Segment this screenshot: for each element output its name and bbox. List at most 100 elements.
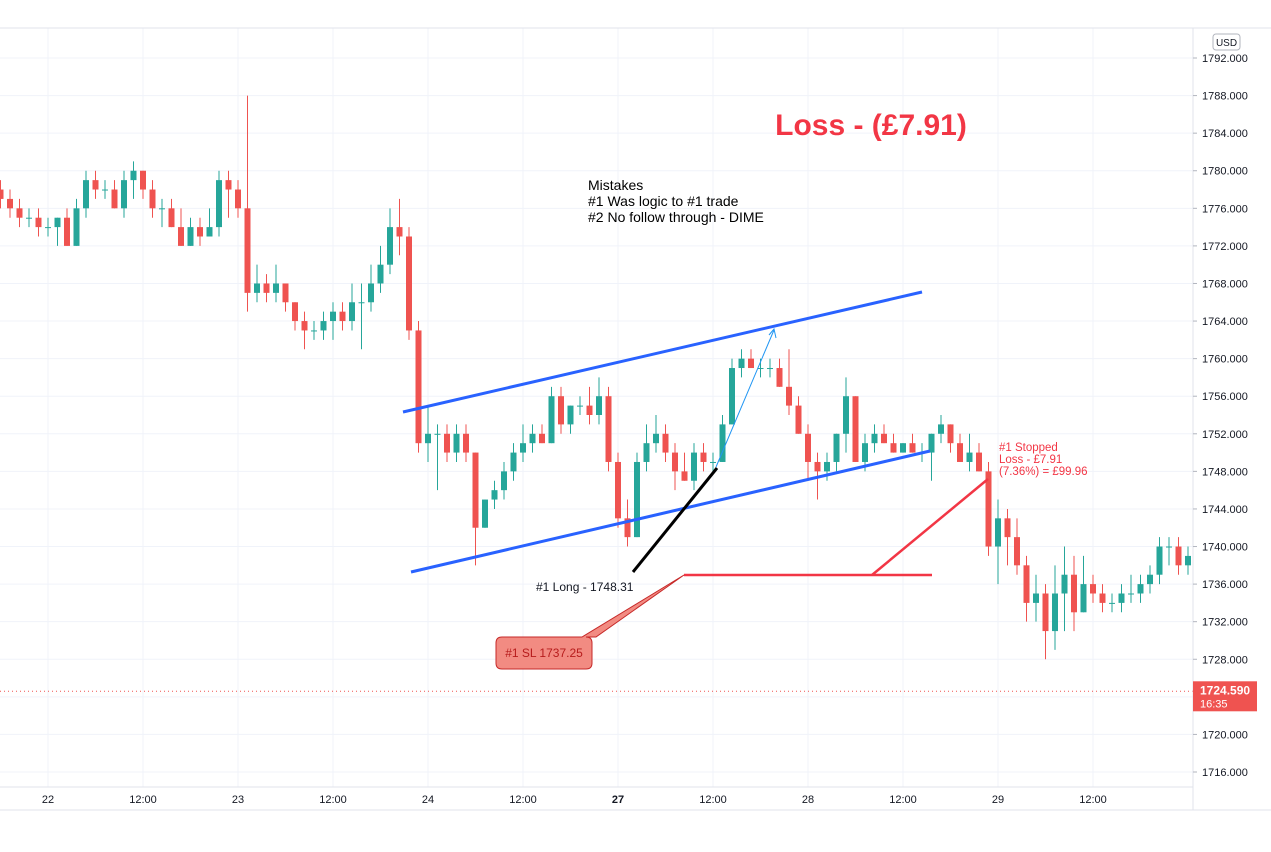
candle bbox=[938, 424, 944, 433]
candle bbox=[254, 283, 260, 292]
price-tick-label: 1744.000 bbox=[1202, 504, 1248, 516]
candle bbox=[634, 462, 640, 537]
candle bbox=[957, 443, 963, 462]
candle bbox=[777, 368, 783, 387]
candle bbox=[615, 462, 621, 518]
candle bbox=[36, 218, 42, 227]
candle bbox=[330, 312, 336, 321]
price-tick-label: 1780.000 bbox=[1202, 166, 1248, 178]
candle bbox=[1185, 556, 1191, 565]
candle bbox=[511, 453, 517, 472]
candle bbox=[0, 190, 4, 199]
candle bbox=[349, 302, 355, 321]
candle bbox=[549, 396, 555, 443]
candle bbox=[1128, 594, 1134, 595]
candle bbox=[425, 434, 431, 443]
mistakes-text-line: Mistakes bbox=[588, 177, 643, 193]
candle bbox=[83, 180, 89, 208]
candle bbox=[321, 321, 327, 330]
candle bbox=[492, 490, 498, 499]
candle bbox=[64, 218, 70, 246]
candle bbox=[359, 302, 365, 303]
candle bbox=[1052, 594, 1058, 632]
candle bbox=[302, 321, 308, 330]
candle bbox=[1157, 547, 1163, 575]
candle bbox=[112, 190, 118, 209]
time-tick-label: 12:00 bbox=[699, 794, 727, 806]
price-tick-label: 1772.000 bbox=[1202, 241, 1248, 253]
price-tick-label: 1736.000 bbox=[1202, 579, 1248, 591]
time-tick-label: 23 bbox=[232, 794, 244, 806]
candle bbox=[283, 283, 289, 302]
candle bbox=[767, 368, 773, 369]
time-tick-label: 12:00 bbox=[1079, 794, 1107, 806]
candle bbox=[1062, 575, 1068, 594]
candle bbox=[140, 171, 146, 190]
candle bbox=[188, 227, 194, 246]
candle bbox=[444, 434, 450, 453]
candle bbox=[273, 283, 279, 292]
candle bbox=[786, 387, 792, 406]
candle bbox=[235, 190, 241, 209]
time-tick-label: 29 bbox=[992, 794, 1004, 806]
candle bbox=[995, 518, 1001, 546]
time-tick-label: 28 bbox=[802, 794, 814, 806]
candle bbox=[397, 227, 403, 236]
candle bbox=[644, 443, 650, 462]
candle bbox=[986, 471, 992, 546]
candle bbox=[682, 471, 688, 480]
candle bbox=[416, 330, 422, 443]
candle bbox=[501, 471, 507, 490]
candle bbox=[653, 434, 659, 443]
candle bbox=[406, 237, 412, 331]
candle bbox=[900, 443, 906, 452]
candle bbox=[872, 434, 878, 443]
candle bbox=[539, 434, 545, 443]
candle bbox=[17, 208, 23, 217]
candle bbox=[1100, 594, 1106, 603]
stopped-text-line: Loss - £7.91 bbox=[999, 454, 1062, 466]
candle bbox=[1081, 584, 1087, 612]
price-tick-label: 1792.000 bbox=[1202, 53, 1248, 65]
price-tick-label: 1756.000 bbox=[1202, 391, 1248, 403]
price-tick-label: 1748.000 bbox=[1202, 466, 1248, 478]
candle bbox=[368, 283, 374, 302]
candle bbox=[387, 227, 393, 265]
candle bbox=[596, 396, 602, 415]
candle bbox=[7, 199, 13, 208]
candle bbox=[26, 218, 32, 219]
long-entry-label: #1 Long - 1748.31 bbox=[536, 580, 634, 594]
candle bbox=[739, 359, 745, 368]
candle bbox=[74, 208, 80, 246]
price-tick-label: 1732.000 bbox=[1202, 617, 1248, 629]
candle bbox=[93, 180, 99, 189]
candle bbox=[1119, 594, 1125, 603]
candle bbox=[606, 396, 612, 462]
candle bbox=[102, 190, 108, 191]
candle bbox=[1033, 594, 1039, 603]
time-tick-label: 27 bbox=[612, 794, 624, 806]
candle bbox=[1109, 603, 1115, 604]
sl-callout-text: #1 SL 1737.25 bbox=[505, 646, 583, 660]
candle bbox=[1166, 547, 1172, 548]
candle bbox=[891, 443, 897, 452]
price-tick-label: 1768.000 bbox=[1202, 278, 1248, 290]
candle bbox=[1071, 575, 1077, 613]
candle bbox=[1176, 547, 1182, 566]
time-tick-label: 12:00 bbox=[889, 794, 917, 806]
candle bbox=[226, 180, 232, 189]
candle bbox=[701, 453, 707, 462]
mistakes-text-line: #1 Was logic to #1 trade bbox=[588, 193, 739, 209]
time-tick-label: 12:00 bbox=[129, 794, 157, 806]
candle bbox=[159, 208, 165, 209]
candle bbox=[530, 434, 536, 443]
candle bbox=[948, 424, 954, 443]
candle bbox=[1005, 518, 1011, 537]
candle bbox=[207, 227, 213, 236]
candle bbox=[1147, 575, 1153, 584]
price-tick-label: 1764.000 bbox=[1202, 316, 1248, 328]
candle bbox=[558, 396, 564, 424]
time-tick-label: 12:00 bbox=[509, 794, 537, 806]
candle bbox=[691, 453, 697, 481]
